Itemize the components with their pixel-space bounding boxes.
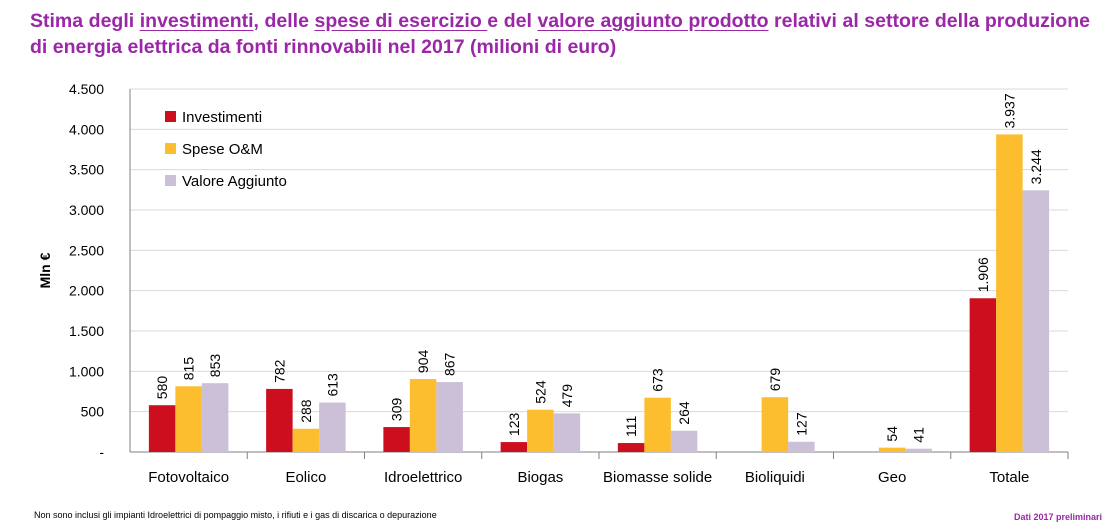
chart-title: Stima degli investimenti, delle spese di… <box>30 8 1090 60</box>
data-label: 111 <box>623 416 639 437</box>
x-tick-label: Geo <box>878 469 906 486</box>
x-tick-label: Eolico <box>285 469 326 486</box>
x-tick-label: Bioliquidi <box>745 469 805 486</box>
data-label: 479 <box>559 384 575 408</box>
y-tick-label: 1.500 <box>69 323 104 339</box>
data-label: 815 <box>181 357 197 381</box>
y-tick-label: 2.000 <box>69 283 104 299</box>
x-tick-label: Fotovoltaico <box>148 469 229 486</box>
legend-swatch <box>165 111 176 122</box>
data-label: 673 <box>650 368 666 392</box>
bar <box>761 397 789 452</box>
data-label: 580 <box>154 376 170 400</box>
bar <box>1022 190 1050 453</box>
bar <box>527 409 554 452</box>
bar <box>266 388 293 452</box>
bar <box>292 428 320 452</box>
x-tick-label: Idroelettrico <box>384 469 462 486</box>
data-label: 288 <box>298 399 314 423</box>
title-underlined-valore: valore aggiunto prodotto <box>537 10 769 32</box>
data-label: 679 <box>767 368 783 392</box>
title-underlined-investimenti: investimenti <box>139 10 254 32</box>
y-tick-label: 4.500 <box>69 81 104 97</box>
bar <box>383 427 410 452</box>
y-tick-label: 3.000 <box>69 202 104 218</box>
bar <box>409 379 437 452</box>
data-label: 123 <box>506 413 522 437</box>
data-label: 264 <box>676 401 692 425</box>
bar <box>878 447 906 452</box>
data-label: 3.244 <box>1028 149 1044 184</box>
bar <box>500 442 528 452</box>
data-label: 309 <box>389 398 405 422</box>
y-tick-label: 500 <box>81 404 105 420</box>
data-label: 867 <box>442 352 458 376</box>
y-tick-label: 1.000 <box>69 363 104 379</box>
x-tick-label: Biomasse solide <box>603 469 712 486</box>
bar <box>436 382 463 452</box>
bar <box>175 386 202 452</box>
data-label: 853 <box>207 354 223 378</box>
legend-label: Investimenti <box>182 109 262 126</box>
bar <box>201 383 229 452</box>
x-tick-label: Biogas <box>517 469 563 486</box>
legend-label: Spese O&M <box>182 141 263 158</box>
y-tick-label: 2.500 <box>69 242 104 258</box>
title-text: Stima degli <box>30 10 140 32</box>
legend-swatch <box>165 175 176 186</box>
data-label: 524 <box>532 380 548 404</box>
bar <box>319 402 346 452</box>
data-note: Dati 2017 preliminari <box>1013 512 1102 522</box>
legend-swatch <box>165 143 176 154</box>
y-axis-title: Mln € <box>37 252 53 288</box>
bar <box>644 397 671 452</box>
data-label: 127 <box>793 412 809 436</box>
y-tick-label: 4.000 <box>69 121 104 137</box>
y-tick-label: - <box>99 444 104 460</box>
title-text: , delle <box>253 10 315 32</box>
data-label: 904 <box>415 350 431 374</box>
bar <box>553 413 581 452</box>
data-label: 782 <box>271 359 287 383</box>
bar <box>148 405 176 452</box>
data-label: 1.906 <box>975 257 991 292</box>
data-label: 41 <box>911 427 927 443</box>
data-label: 613 <box>324 373 340 397</box>
bar <box>996 134 1023 452</box>
bar <box>617 443 645 452</box>
footnote: Non sono inclusi gli impianti Idroelettr… <box>34 510 437 520</box>
title-text: relativi al settore della produzione di … <box>30 10 1090 58</box>
data-label: 3.937 <box>1001 93 1017 128</box>
bar <box>969 298 997 452</box>
x-tick-label: Totale <box>989 469 1029 486</box>
data-label: 54 <box>884 426 900 442</box>
bar <box>670 430 698 452</box>
bar <box>905 448 932 452</box>
title-text: e del <box>487 10 538 32</box>
title-underlined-spese: spese di esercizio <box>314 10 488 32</box>
legend-label: Valore Aggiunto <box>182 173 287 190</box>
bar <box>788 441 815 452</box>
y-tick-label: 3.500 <box>69 162 104 178</box>
